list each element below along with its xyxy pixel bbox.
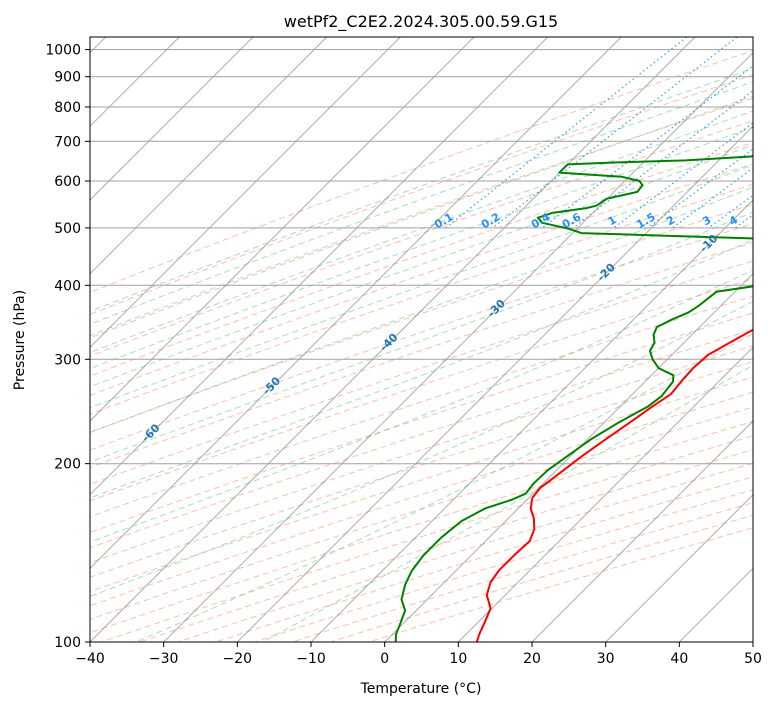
x-tick-label: 50 <box>744 651 762 667</box>
y-tick-label: 700 <box>54 134 81 150</box>
y-tick-label: 1000 <box>45 43 81 59</box>
isotherm-line <box>457 346 753 642</box>
dry-adiabat <box>215 476 753 642</box>
moist-adiabat <box>90 95 753 339</box>
x-tick-label: −20 <box>223 651 253 667</box>
y-axis-title: Pressure (hPa) <box>12 290 28 390</box>
isotherm-line <box>531 420 753 642</box>
moist-adiabat <box>90 126 753 370</box>
y-tick-label: 200 <box>54 457 81 473</box>
isotherm-line <box>90 37 475 422</box>
isotherm-line <box>90 37 622 570</box>
dewpoint-line <box>394 154 753 642</box>
y-tick-label: 600 <box>54 174 81 190</box>
mixing-ratio-line <box>445 37 688 229</box>
isotherm-line <box>90 37 696 642</box>
x-tick-label: 0 <box>380 651 389 667</box>
dry-adiabat <box>177 462 753 642</box>
y-tick-label: 800 <box>54 100 81 116</box>
moist-adiabat <box>90 110 753 354</box>
mixing-ratio-line <box>542 65 753 229</box>
dry-adiabat <box>90 50 753 293</box>
x-tick-label: 20 <box>523 651 541 667</box>
y-tick-label: 900 <box>54 70 81 86</box>
dry-adiabat <box>101 435 753 642</box>
isotherm-line <box>236 125 753 642</box>
mixing-ratio-line <box>572 89 753 229</box>
chart-title: wetPf2_C2E2.2024.305.00.59.G15 <box>284 12 558 32</box>
dry-adiabat <box>139 449 753 642</box>
plot-area: 0.10.20.40.611.52346810131620253036-100-… <box>90 37 753 642</box>
moist-adiabat <box>90 211 753 463</box>
y-tick-label: 100 <box>54 635 81 651</box>
isotherm-line <box>163 51 753 642</box>
x-tick-label: −10 <box>296 651 326 667</box>
isobars <box>90 49 753 642</box>
dry-adiabat <box>90 183 753 415</box>
dry-adiabat <box>90 163 753 396</box>
dry-adiabat <box>90 329 753 549</box>
x-tick-label: 30 <box>597 651 615 667</box>
dry-adiabat <box>90 97 753 337</box>
temperature-line <box>475 328 753 642</box>
y-tick-label: 500 <box>54 221 81 237</box>
moist-adiabat <box>262 364 753 642</box>
x-tick-label: 10 <box>449 651 467 667</box>
dry-adiabat <box>90 361 753 578</box>
plot-frame <box>89 36 754 643</box>
moist-adiabats <box>90 67 753 642</box>
dry-adiabats <box>90 50 753 642</box>
moist-adiabat <box>135 333 753 642</box>
isotherm-line <box>90 37 328 275</box>
isotherm-line <box>605 493 753 642</box>
dry-adiabat <box>292 502 753 642</box>
x-tick-label: −40 <box>75 651 105 667</box>
moist-adiabat <box>90 144 753 388</box>
moist-adiabat <box>90 67 753 313</box>
moist-adiabat <box>90 164 753 409</box>
mixing-ratio-line <box>708 194 753 229</box>
dry-adiabat <box>254 489 753 642</box>
x-axis-ticks: −40 −30 −20 −10 0 10 20 30 40 50 <box>75 642 762 667</box>
isotherm-line <box>90 37 549 496</box>
moist-adiabat <box>90 186 753 434</box>
isotherm-line <box>310 199 753 642</box>
isotherm-line <box>90 37 401 349</box>
mixing-ratio-lines <box>445 37 753 229</box>
dry-adiabat <box>90 120 753 357</box>
isotherms <box>90 37 753 642</box>
series <box>394 154 753 642</box>
x-tick-label: −30 <box>149 651 179 667</box>
mixing-ratio-line <box>647 148 753 229</box>
x-tick-label: 40 <box>670 651 688 667</box>
isotherm-line <box>384 272 753 642</box>
dry-adiabat <box>90 345 753 564</box>
x-axis-title: Temperature (°C) <box>360 681 482 697</box>
dry-adiabat <box>90 142 753 377</box>
moist-adiabat <box>90 81 753 325</box>
y-tick-label: 400 <box>54 278 81 294</box>
y-axis-ticks: 100 200 300 400 500 600 700 800 900 1000 <box>45 43 90 651</box>
y-tick-label: 300 <box>54 352 81 368</box>
isotherm-line <box>90 37 254 201</box>
